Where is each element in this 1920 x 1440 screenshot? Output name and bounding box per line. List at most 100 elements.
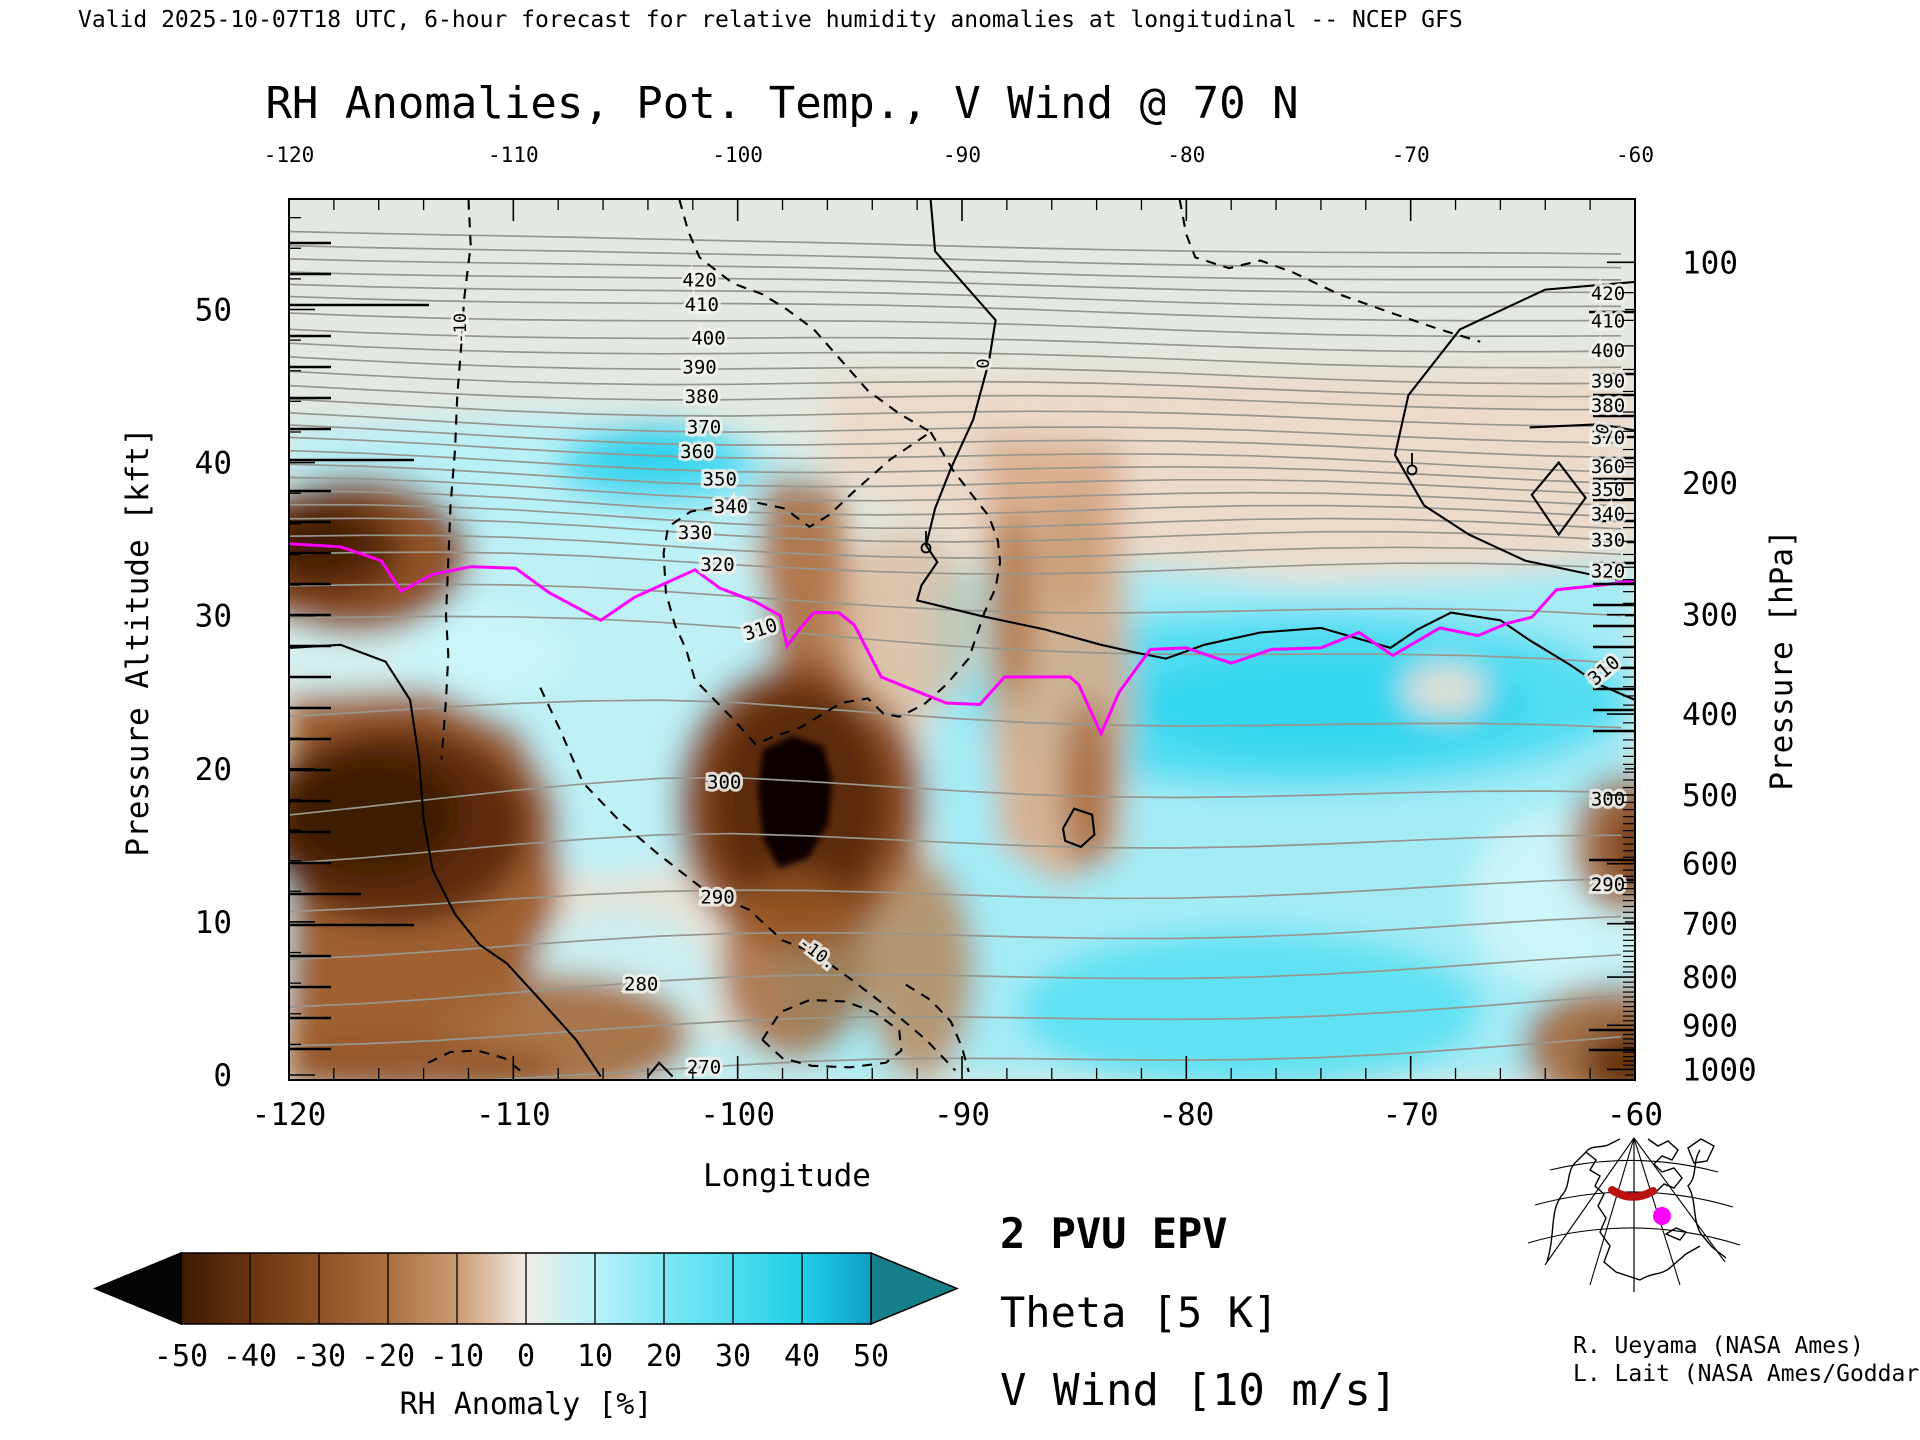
valid-header: Valid 2025-10-07T18 UTC, 6-hour forecast…: [78, 7, 1463, 33]
y-right-tick-800: 800: [1682, 960, 1738, 996]
vwind-label: 0: [974, 358, 994, 368]
y-right-tick-500: 500: [1682, 778, 1738, 814]
theta-contour-295: [289, 832, 1622, 865]
theta-edge-label-420: 420: [1591, 283, 1625, 305]
vwind-contour-0: [647, 1061, 674, 1078]
x-bottom-tick--100: -100: [700, 1097, 775, 1133]
theta-edge-label-320: 320: [1591, 560, 1625, 582]
colorbar-tick-0: 0: [517, 1339, 535, 1374]
inset-cross-section-track: [1608, 1186, 1657, 1201]
x-bottom-tick--90: -90: [934, 1097, 990, 1133]
y-left-tick-30: 30: [195, 599, 232, 635]
theta-label-280: 280: [624, 974, 658, 996]
x-bottom-tick--60: -60: [1607, 1097, 1663, 1133]
theta-label-270: 270: [687, 1056, 721, 1078]
theta-label-380: 380: [685, 386, 719, 408]
theta-label-360: 360: [680, 441, 714, 463]
page-title: RH Anomalies, Pot. Temp., V Wind @ 70 N: [265, 78, 1298, 129]
theta-label-340: 340: [714, 496, 748, 518]
theta-edge-label-410: 410: [1591, 311, 1625, 333]
y-right-axis-title: Pressure [hPa]: [1764, 529, 1800, 790]
theta-contour-335: [289, 503, 1622, 530]
x-bottom-tick--70: -70: [1383, 1097, 1439, 1133]
x-top-tick--90: -90: [943, 143, 981, 167]
theta-edge-label-350: 350: [1591, 479, 1625, 501]
x-bottom-tick--80: -80: [1158, 1097, 1214, 1133]
epv-2pvu-path: [289, 542, 1635, 738]
vwind-contour--10: [1178, 199, 1481, 343]
y-left-tick-10: 10: [195, 905, 232, 941]
theta-contour-400: [289, 328, 1622, 353]
theta-contour-345: [289, 476, 1622, 507]
y-left-axis-title: Pressure Altitude [kft]: [120, 427, 156, 856]
vwind-contour-0: [1529, 423, 1635, 432]
theta-contour-320: [289, 551, 1622, 575]
y-right-tick-100: 100: [1682, 245, 1738, 281]
theta-label-330: 330: [678, 522, 712, 544]
credit-line-2: L. Lait (NASA Ames/Goddard): [1573, 1361, 1920, 1387]
vwind-contour-0: [1061, 807, 1096, 849]
y-right-tick-400: 400: [1682, 697, 1738, 733]
credit-line-1: R. Ueyama (NASA Ames): [1573, 1333, 1864, 1359]
x-top-tick--120: -120: [264, 143, 315, 167]
colorbar-tick-30: 30: [715, 1339, 751, 1374]
theta-contour-340: [289, 490, 1622, 519]
colorbar-tick--10: -10: [430, 1339, 484, 1374]
theta-edge-label-380: 380: [1591, 395, 1625, 417]
theta-contour-435: [289, 230, 1622, 255]
theta-contour-395: [289, 342, 1622, 369]
theta-edge-label-360: 360: [1591, 456, 1625, 478]
colorbar-tick--30: -30: [292, 1339, 346, 1374]
theta-contour-385: [289, 370, 1622, 398]
theta-label-370: 370: [687, 416, 721, 438]
x-top-tick--80: -80: [1167, 143, 1205, 167]
theta-contour-305: [289, 699, 1622, 729]
vwind-contour-0: [1530, 460, 1587, 537]
colorbar-tick-20: 20: [646, 1339, 682, 1374]
contour-labels: 4204104003903803703603503403303203103002…: [448, 266, 1628, 1081]
vwind-contour-0: [1393, 280, 1635, 585]
colorbar-title: RH Anomaly [%]: [400, 1387, 653, 1422]
theta-edge-label-290: 290: [1591, 874, 1625, 896]
vwind-contour--10: [760, 998, 903, 1069]
y-left-tick-0: 0: [213, 1058, 232, 1094]
colorbar-tick-40: 40: [784, 1339, 820, 1374]
theta-contour-330: [289, 517, 1622, 543]
colorbar-tick--40: -40: [223, 1339, 277, 1374]
theta-contour-420: [289, 271, 1621, 294]
x-bottom-tick--120: -120: [252, 1097, 327, 1133]
theta-label-420: 420: [682, 269, 716, 291]
theta-contour-285: [289, 915, 1622, 961]
theta-contour-355: [289, 449, 1622, 485]
location-inset-map: [1527, 1137, 1741, 1292]
theta-contour-390: [289, 356, 1622, 385]
theta-contour-380: [289, 384, 1621, 411]
legend-epv: 2 PVU EPV: [1000, 1209, 1228, 1258]
theta-label-320: 320: [700, 554, 734, 576]
epv-2pvu-line: [289, 542, 1635, 738]
theta-contour-375: [289, 398, 1622, 428]
y-right-tick-700: 700: [1682, 907, 1738, 943]
legend-theta: Theta [5 K]: [1000, 1288, 1278, 1337]
y-right-tick-1000: 1000: [1682, 1052, 1757, 1088]
y-right-tick-600: 600: [1682, 847, 1738, 883]
colorbar-right-arrow: [870, 1251, 959, 1326]
y-left-tick-50: 50: [195, 293, 232, 329]
theta-edge-label-300: 300: [1591, 788, 1625, 810]
theta-edge-label-370: 370: [1591, 427, 1625, 449]
vwind-contour--10: [678, 199, 932, 433]
rh-colorbar: -50 -40 -30 -20 -10 0 10 20 30 40 50: [93, 1251, 959, 1374]
theta-contour-290: [289, 877, 1622, 913]
x-top-tick--110: -110: [488, 143, 539, 167]
x-bottom-tick--110: -110: [476, 1097, 551, 1133]
theta-label-410: 410: [685, 294, 719, 316]
y-right-tick-200: 200: [1682, 466, 1738, 502]
theta-contour-430: [289, 244, 1622, 269]
vwind-contour--10: [662, 431, 1002, 746]
theta-label-350: 350: [703, 468, 737, 490]
theta-contour-275: [289, 994, 1622, 1047]
axes-frame: -120-120-110-110-100-100-90-90-80-80-70-…: [195, 143, 1757, 1133]
legend-vwind: V Wind [10 m/s]: [1000, 1365, 1397, 1416]
